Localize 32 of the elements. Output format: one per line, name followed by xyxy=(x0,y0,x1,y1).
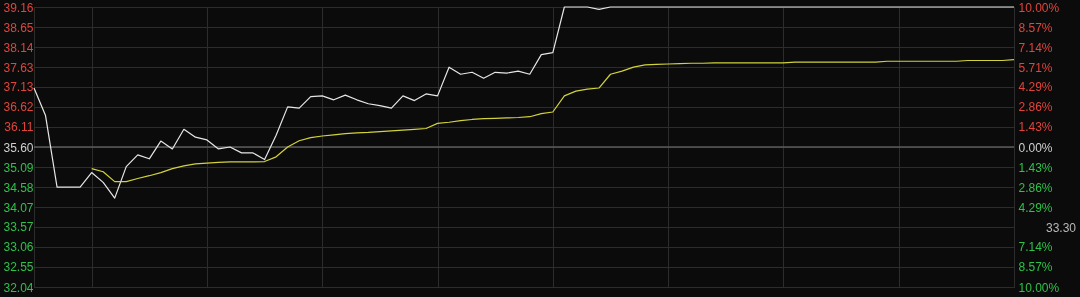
y-tick-label: 34.58 xyxy=(3,180,34,195)
y-tick-label: 38.14 xyxy=(3,40,34,55)
y-tick-label: 37.13 xyxy=(3,80,34,95)
y-tick-label: 39.16 xyxy=(3,0,34,15)
y2-tick-label: 2.86% xyxy=(1018,180,1053,195)
y-tick-label: 37.63 xyxy=(3,60,34,75)
y-tick-label: 38.65 xyxy=(3,20,34,35)
y2-tick-label: 8.57% xyxy=(1018,20,1053,35)
text: 33.30 xyxy=(1045,221,1077,236)
y2-tick-label: 1.43% xyxy=(1018,160,1053,175)
y-tick-label: 34.07 xyxy=(3,200,34,215)
y-tick-label: 35.09 xyxy=(3,160,34,175)
line-series xyxy=(33,6,1015,199)
y-tick-label: 32.04 xyxy=(3,280,34,295)
y-tick-label: 32.55 xyxy=(3,260,34,275)
line-series xyxy=(91,59,1015,183)
y-tick-label: 35.60 xyxy=(3,140,34,155)
y-tick-label: 33.06 xyxy=(3,240,34,255)
y2-tick-label: 10.00% xyxy=(1018,280,1060,295)
y2-tick-label: 4.29% xyxy=(1018,200,1053,215)
y-tick-label: 36.62 xyxy=(3,100,34,115)
y2-tick-label: 5.71% xyxy=(1018,60,1053,75)
y2-tick-label: 10.00% xyxy=(1018,0,1060,15)
y2-tick-label: 2.86% xyxy=(1018,100,1053,115)
y2-tick-label: 7.14% xyxy=(1018,240,1053,255)
y2-tick-label: 4.29% xyxy=(1018,80,1053,95)
y-tick-label: 33.57 xyxy=(3,220,34,235)
y2-tick-label: 8.57% xyxy=(1018,260,1053,275)
y2-tick-label: 0.00% xyxy=(1018,140,1053,155)
y2-tick-label: 7.14% xyxy=(1018,40,1053,55)
y2-tick-label: 1.43% xyxy=(1018,120,1053,135)
y-tick-label: 36.11 xyxy=(4,120,34,135)
